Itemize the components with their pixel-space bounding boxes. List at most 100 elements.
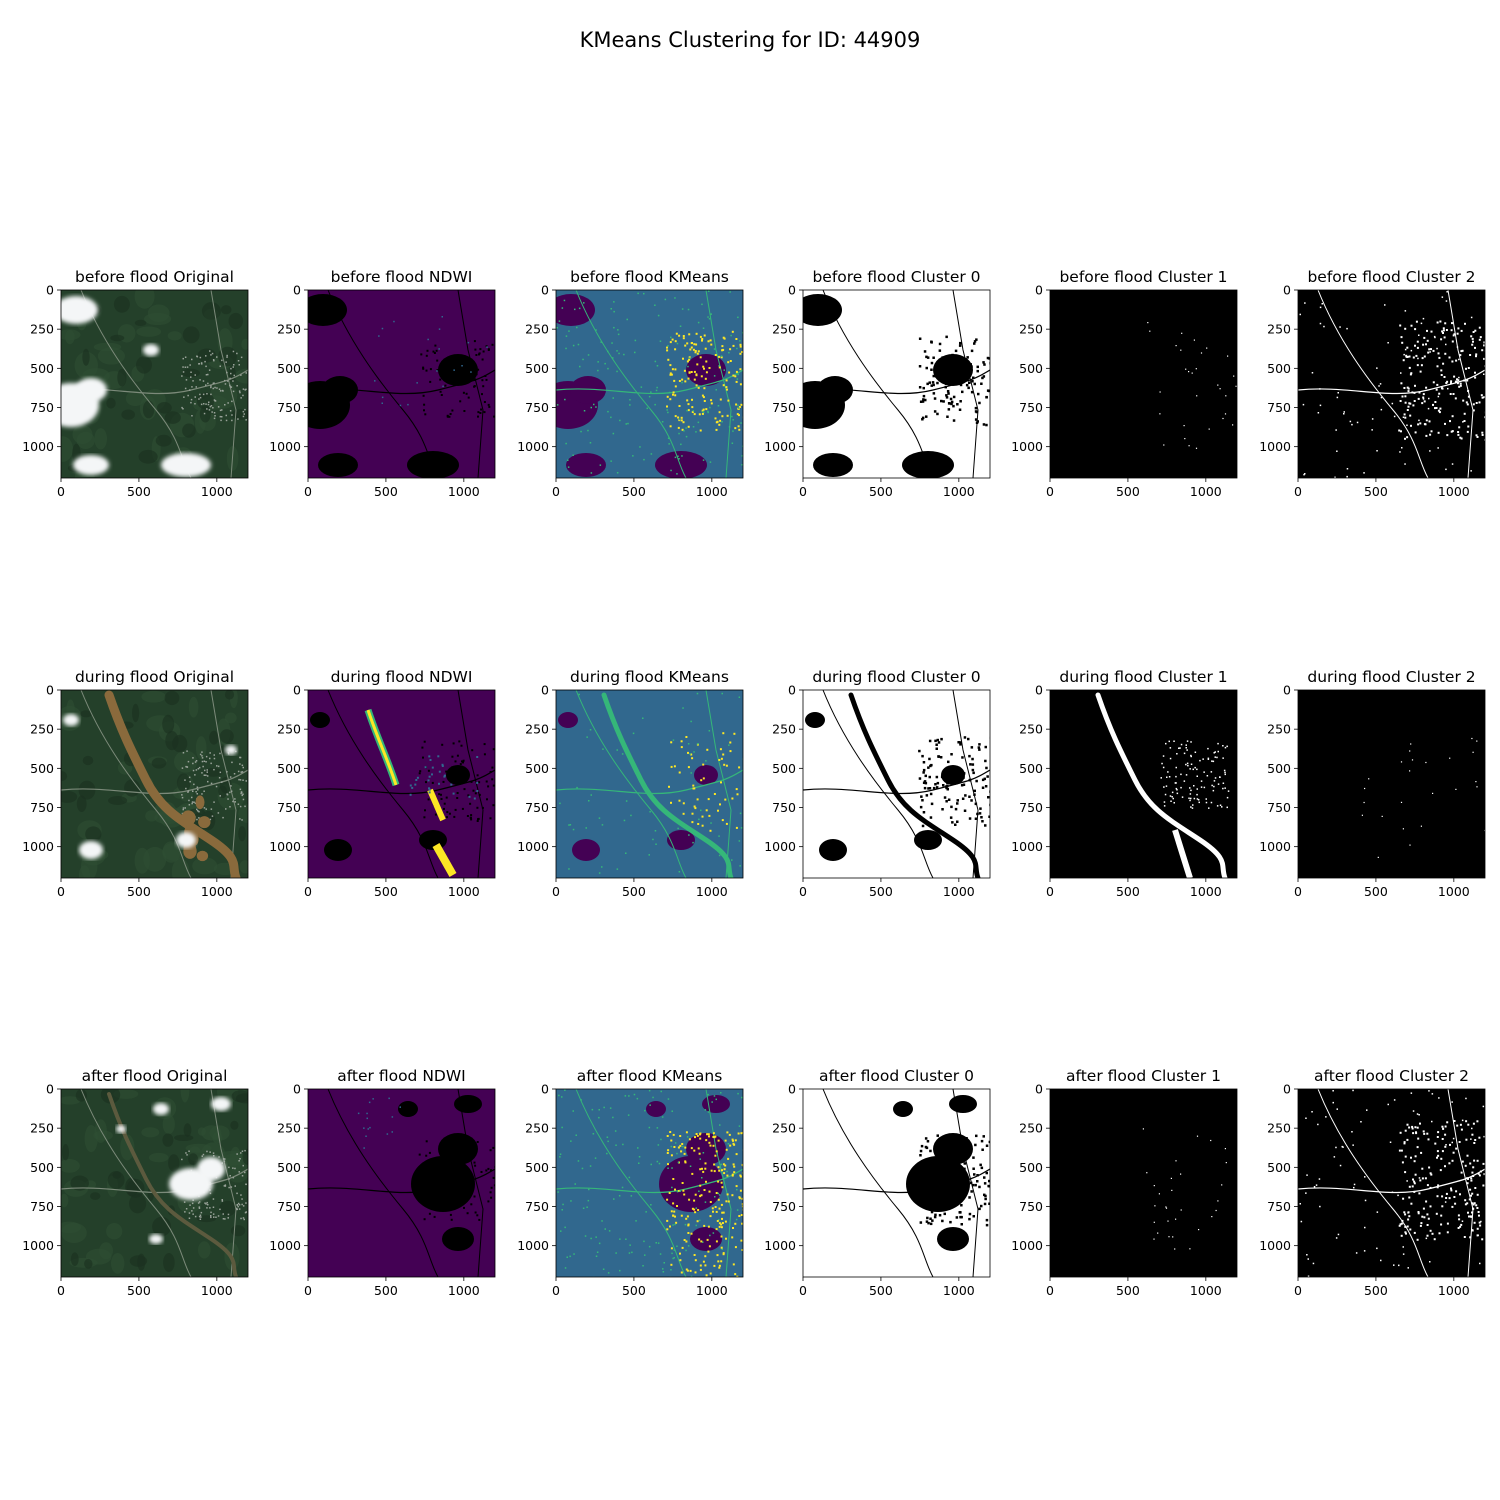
axes-frame <box>555 289 744 479</box>
y-tick-label: 750 <box>30 400 54 415</box>
y-tick-label: 0 <box>1035 1082 1043 1097</box>
x-tick-label: 0 <box>1294 1283 1302 1298</box>
panel-title: before flood KMeans <box>570 268 729 286</box>
panel-1-1: during flood NDWI 0 500 1000 0 250 500 750 1000 <box>269 668 496 899</box>
y-tick-label: 500 <box>277 761 301 776</box>
y-tick-label: 250 <box>525 1121 549 1136</box>
x-tick-label: 0 <box>1046 484 1054 499</box>
y-tick-label: 0 <box>46 283 54 298</box>
panel-image <box>308 290 495 478</box>
x-tick-label: 0 <box>57 1283 65 1298</box>
y-tick-label: 250 <box>30 722 54 737</box>
y-tick-label: 750 <box>277 400 301 415</box>
y-tick-label: 500 <box>772 361 796 376</box>
y-tick-label: 1000 <box>517 839 549 854</box>
panel-image <box>803 690 990 878</box>
y-tick-label: 500 <box>277 361 301 376</box>
y-tick-label: 0 <box>293 683 301 698</box>
panel-image <box>61 1089 248 1277</box>
y-tick-label: 500 <box>525 761 549 776</box>
y-tick-label: 1000 <box>1011 1238 1043 1253</box>
y-tick-label: 1000 <box>1259 439 1291 454</box>
x-tick-label: 500 <box>374 484 398 499</box>
x-tick-label: 0 <box>1294 884 1302 899</box>
y-tick-label: 0 <box>1283 683 1291 698</box>
y-tick-label: 500 <box>1267 1160 1291 1175</box>
panel-1-3: during flood Cluster 0 0 500 1000 0 250 500 750… <box>764 668 991 899</box>
y-tick-label: 1000 <box>1259 1238 1291 1253</box>
panel-0-3: before flood Cluster 0 0 500 1000 0 250 500 750… <box>764 268 991 499</box>
y-tick-label: 500 <box>772 761 796 776</box>
axes-frame <box>307 689 496 879</box>
panel-0-5: before flood Cluster 2 0 500 1000 0 250 500 750… <box>1259 268 1486 499</box>
x-tick-label: 0 <box>304 484 312 499</box>
panel-0-0: before flood Original 0 500 1000 0 250 500 750 1… <box>22 268 249 499</box>
panel-1-2: during flood KMeans 0 500 1000 0 250 500 750 100… <box>517 668 744 899</box>
y-tick-label: 500 <box>30 761 54 776</box>
panel-title: during flood Original <box>75 668 234 686</box>
x-tick-label: 1000 <box>943 884 975 899</box>
y-tick-label: 750 <box>772 1199 796 1214</box>
panel-image <box>803 1089 990 1277</box>
panel-image <box>1050 290 1237 478</box>
y-tick-label: 250 <box>1267 322 1291 337</box>
panel-image <box>308 690 495 878</box>
x-tick-label: 500 <box>869 1283 893 1298</box>
x-tick-label: 500 <box>622 484 646 499</box>
y-tick-label: 250 <box>525 322 549 337</box>
x-tick-label: 1000 <box>696 1283 728 1298</box>
x-tick-label: 500 <box>1116 884 1140 899</box>
panel-title: during flood Cluster 1 <box>1059 668 1227 686</box>
x-tick-label: 500 <box>1364 484 1388 499</box>
y-tick-label: 250 <box>30 1121 54 1136</box>
y-tick-label: 1000 <box>22 839 54 854</box>
axes-frame <box>555 689 744 879</box>
panel-0-1: before flood NDWI 0 500 1000 0 250 500 750 1000 <box>269 268 496 499</box>
x-tick-label: 500 <box>1364 884 1388 899</box>
y-tick-label: 0 <box>293 283 301 298</box>
y-tick-label: 250 <box>772 722 796 737</box>
panel-title: after flood KMeans <box>577 1067 723 1085</box>
axes-frame <box>1297 1088 1486 1278</box>
panel-title: after flood Cluster 2 <box>1314 1067 1469 1085</box>
y-tick-label: 250 <box>772 1121 796 1136</box>
y-tick-label: 1000 <box>764 1238 796 1253</box>
y-tick-label: 0 <box>46 1082 54 1097</box>
axes-frame <box>60 689 249 879</box>
y-tick-label: 750 <box>1019 800 1043 815</box>
y-tick-label: 0 <box>541 283 549 298</box>
y-tick-label: 500 <box>30 1160 54 1175</box>
y-tick-label: 0 <box>541 683 549 698</box>
y-tick-label: 1000 <box>269 439 301 454</box>
x-tick-label: 1000 <box>201 1283 233 1298</box>
y-tick-label: 500 <box>525 1160 549 1175</box>
x-tick-label: 500 <box>127 884 151 899</box>
x-tick-label: 0 <box>799 484 807 499</box>
x-tick-label: 500 <box>622 1283 646 1298</box>
y-tick-label: 750 <box>525 800 549 815</box>
y-tick-label: 750 <box>772 400 796 415</box>
x-tick-label: 0 <box>1046 884 1054 899</box>
panel-image <box>1050 1089 1237 1277</box>
y-tick-label: 500 <box>1019 761 1043 776</box>
y-tick-label: 500 <box>30 361 54 376</box>
y-tick-label: 750 <box>772 800 796 815</box>
axes-frame <box>1049 1088 1238 1278</box>
panel-1-5: during flood Cluster 2 0 500 1000 0 250 500 750… <box>1259 668 1486 899</box>
y-tick-label: 250 <box>277 722 301 737</box>
x-tick-label: 0 <box>1294 484 1302 499</box>
y-tick-label: 1000 <box>517 439 549 454</box>
panel-title: after flood Cluster 1 <box>1066 1067 1221 1085</box>
x-tick-label: 500 <box>1364 1283 1388 1298</box>
y-tick-label: 1000 <box>764 839 796 854</box>
panel-1-4: during flood Cluster 1 0 500 1000 0 250 500 750… <box>1011 668 1238 899</box>
panel-2-4: after flood Cluster 1 0 500 1000 0 250 500 750 1… <box>1011 1067 1238 1298</box>
panel-2-1: after flood NDWI 0 500 1000 0 250 500 750 1000 <box>269 1067 496 1298</box>
y-tick-label: 750 <box>30 800 54 815</box>
x-tick-label: 1000 <box>448 1283 480 1298</box>
y-tick-label: 500 <box>1267 361 1291 376</box>
axes-frame <box>1049 689 1238 879</box>
x-tick-label: 500 <box>869 884 893 899</box>
y-tick-label: 250 <box>772 322 796 337</box>
x-tick-label: 500 <box>127 1283 151 1298</box>
